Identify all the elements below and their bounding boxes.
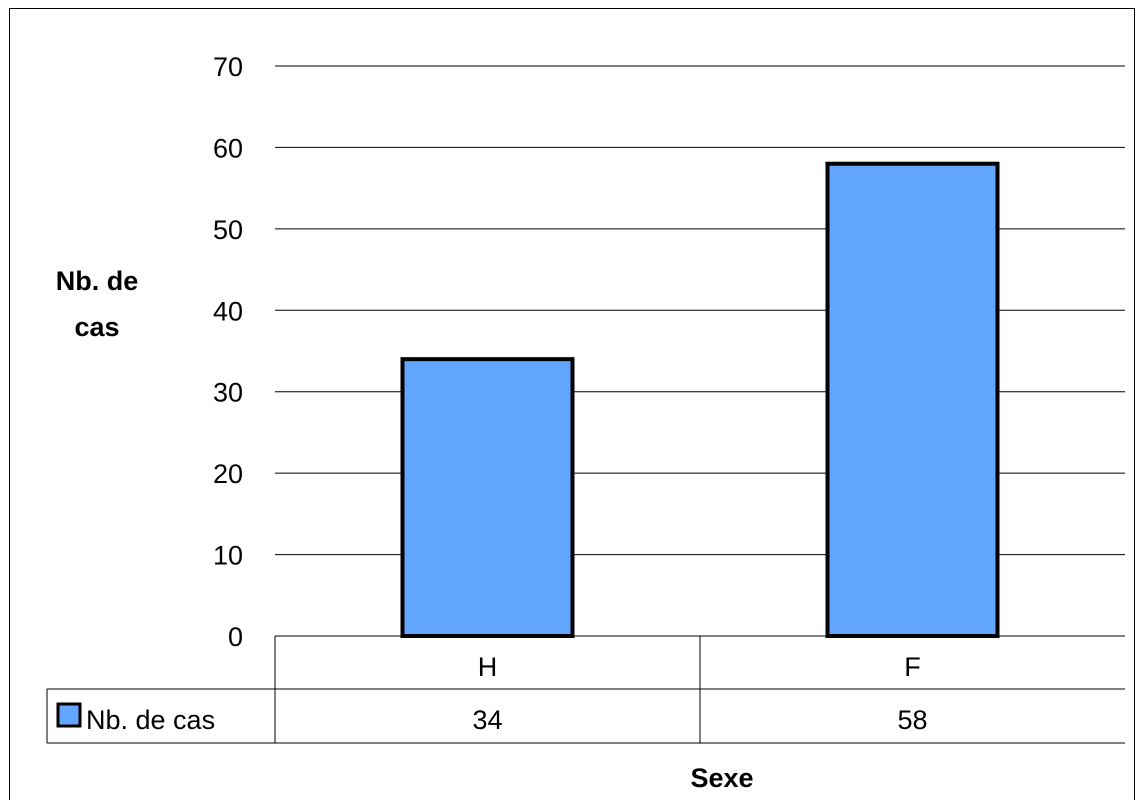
legend-swatch — [56, 702, 82, 728]
y-tick-label: 20 — [213, 459, 243, 489]
y-tick-label: 0 — [228, 622, 243, 652]
chart-frame — [9, 8, 1135, 800]
data-table: H 34 F 58 Nb. de cas — [46, 635, 1125, 744]
bar-H — [400, 357, 575, 638]
bar-F — [825, 161, 1000, 638]
data-label: 34 — [472, 705, 502, 735]
y-tick-label: 60 — [213, 133, 243, 163]
y-tick-label: 70 — [213, 52, 243, 82]
y-axis-tick-labels: 0 10 20 30 40 50 60 70 — [213, 52, 243, 652]
y-tick-label: 50 — [213, 215, 243, 245]
data-label: 58 — [897, 705, 927, 735]
x-category-label: H — [478, 652, 498, 682]
x-axis-title: Sexe — [690, 763, 753, 793]
y-tick-label: 30 — [213, 378, 243, 408]
x-category-label: F — [904, 652, 921, 682]
y-tick-label: 40 — [213, 296, 243, 326]
legend-label: Nb. de cas — [86, 705, 215, 735]
bars — [400, 161, 1000, 638]
y-axis-title-line-1: Nb. de — [56, 266, 139, 296]
y-tick-label: 10 — [213, 541, 243, 571]
y-axis-title-line-2: cas — [74, 312, 119, 342]
